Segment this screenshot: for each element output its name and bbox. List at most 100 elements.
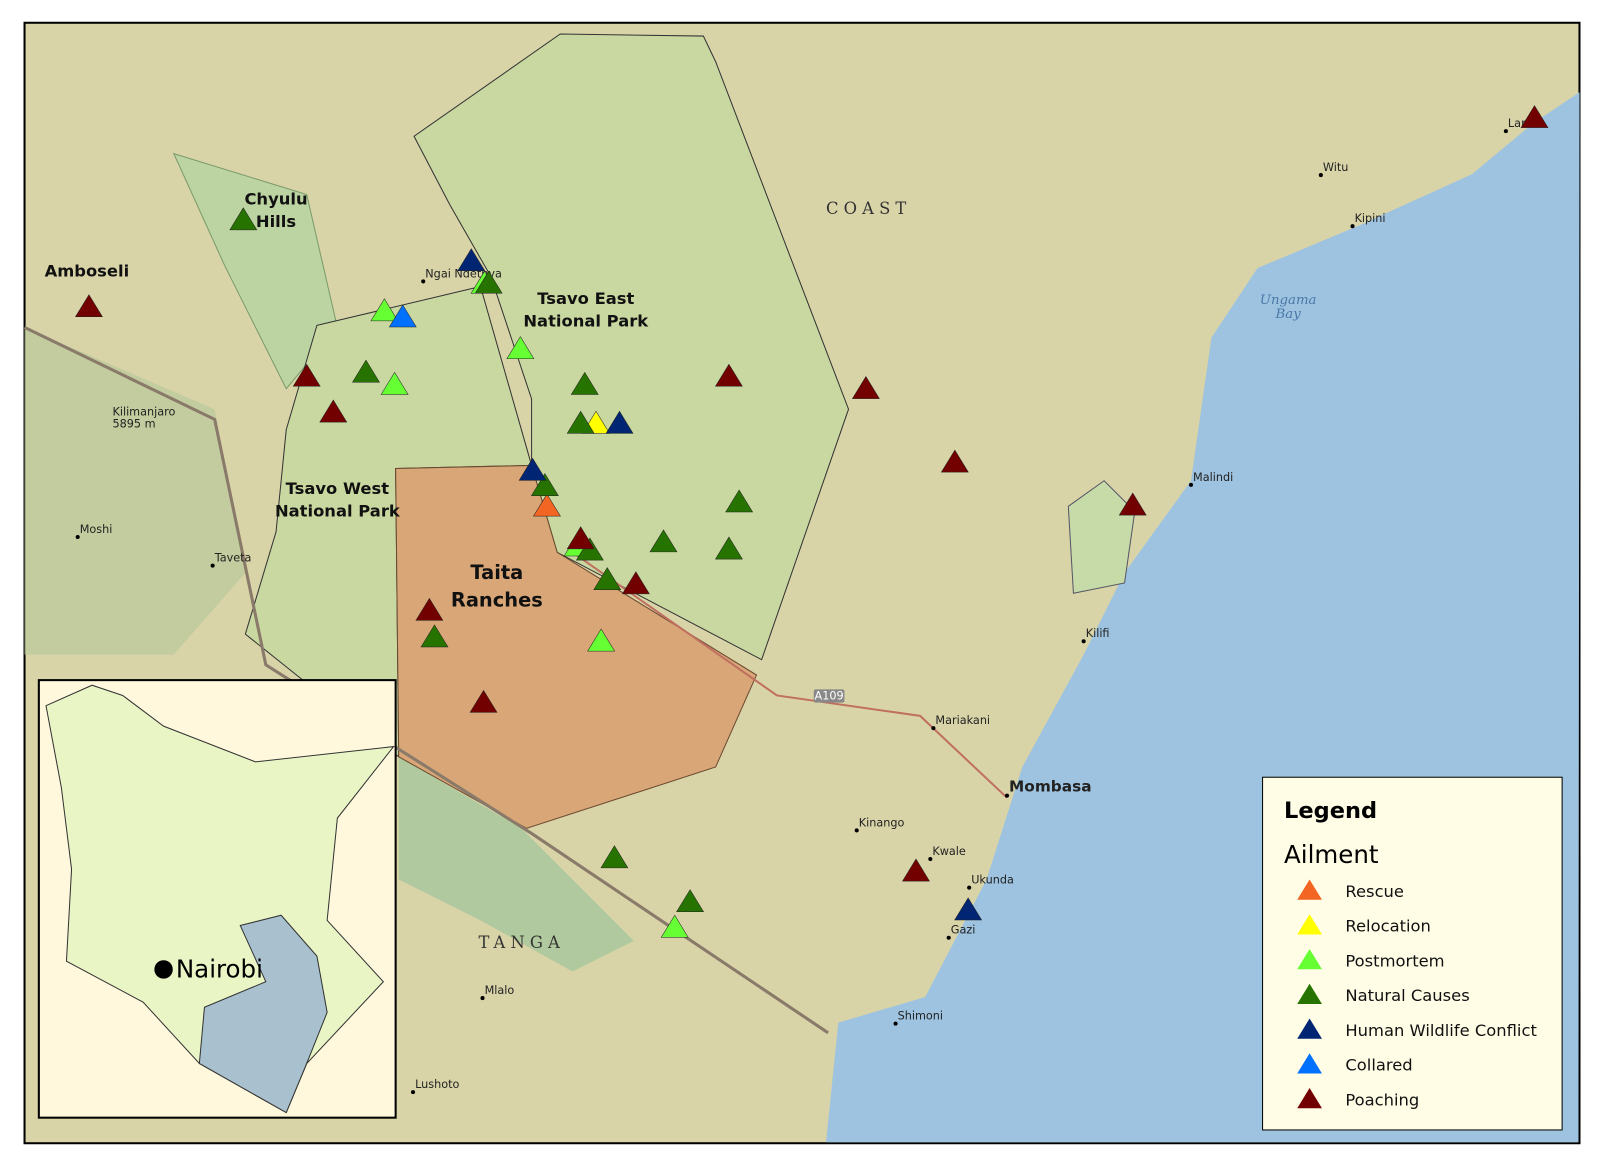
park-label: Hills [256,212,296,231]
town-label: Shimoni [898,1010,943,1023]
incident-marker [292,363,321,387]
town-dot [421,279,426,284]
town-label: Kilifi [1086,627,1110,640]
town-dot [1350,224,1355,229]
road-label: A109 [815,690,844,703]
town-dot [893,1021,898,1026]
town-dot [1081,639,1086,644]
region-label: COAST [826,199,911,218]
town-label: Witu [1323,161,1349,174]
incident-marker [469,689,498,713]
town-dot [1188,482,1194,487]
legend-swatch [1297,983,1322,1004]
town-dot [967,885,972,890]
town-dot [75,534,80,540]
inset-label: Nairobi [176,955,263,984]
incident-marker [74,294,103,318]
incident-marker [415,597,444,621]
incident-marker [676,889,705,913]
town-dot [1318,173,1323,178]
incident-marker [605,410,634,434]
town-label: Kwale [932,845,966,858]
legend-swatch [1297,914,1322,935]
legend-swatch [1297,879,1322,900]
town-dot [410,1090,416,1095]
town-dot [928,856,933,862]
incident-marker [902,858,930,882]
road [571,551,1008,799]
incident-marker [725,489,754,513]
legend-item: Poaching [1345,1090,1419,1109]
incident-marker [621,571,650,595]
legend-item: Postmortem [1345,951,1444,970]
incident-marker [1520,105,1549,128]
legend-swatch [1297,1053,1322,1074]
incident-marker [954,897,983,921]
peak-label: 5895 m [112,418,155,431]
park-label: Amboseli [45,261,130,280]
road-shield [813,689,845,703]
park-label: National Park [275,502,401,521]
legend-item: Collared [1345,1056,1412,1075]
town-label: Mariakani [935,714,990,727]
incident-marker [474,270,503,294]
incident-marker [388,304,417,328]
incident-marker [566,410,595,434]
town-dot [946,935,951,940]
park-label: Ranches [451,589,543,612]
incident-marker [532,493,561,517]
town-label: Mlalo [485,984,515,997]
town-label: Taveta [214,552,252,565]
town-label: Ukunda [971,874,1014,887]
incident-marker [380,371,409,395]
town-label: Kipini [1355,212,1386,225]
town-label: Lushoto [415,1078,459,1091]
town-label: Moshi [80,523,113,536]
town-label: Malindi [1193,471,1233,484]
incident-marker [587,628,616,652]
incident-marker [660,914,689,938]
incident-marker [530,473,559,496]
town-label: Kinango [859,816,905,829]
park-label: Tsavo West [286,479,390,498]
inset-nairobi-dot [154,960,173,979]
legend-swatch [1297,948,1322,970]
park-label: National Park [523,311,649,330]
town-dot [210,563,215,568]
tanga-reserve [398,756,634,972]
incident-marker [649,529,678,553]
water-label: Ungama [1260,293,1317,308]
legend-item: Human Wildlife Conflict [1345,1021,1537,1040]
legend-swatch [1297,1018,1322,1039]
park-label: Taita [470,561,523,584]
region-label: TANGA [478,933,565,952]
town-dot [931,726,936,731]
incident-marker [420,624,449,648]
legend-item: Rescue [1345,882,1404,901]
incident-marker [714,363,743,387]
park-label: Tsavo East [537,289,634,308]
arabuko-forest [1067,480,1136,594]
incident-marker [570,371,599,395]
incident-marker [851,376,880,399]
town-label: Mombasa [1009,778,1092,796]
incident-marker [457,248,486,272]
town-dot [1503,129,1508,134]
town-dot [854,828,859,833]
town-label: Gazi [951,924,976,937]
incident-marker [593,567,622,591]
inset-coast [198,914,328,1114]
park-label: Chyulu [244,190,307,209]
legend-title: Legend [1284,798,1377,824]
incident-marker [518,457,547,481]
incident-marker [566,526,595,550]
legend-item: Natural Causes [1345,986,1469,1005]
legend-swatch [1297,1088,1322,1109]
incident-marker [1118,492,1147,516]
peak-label: Kilimanjaro [112,405,175,418]
incident-marker [229,207,258,231]
incident-marker [319,399,348,423]
incident-marker [352,359,380,383]
border [23,326,829,1035]
